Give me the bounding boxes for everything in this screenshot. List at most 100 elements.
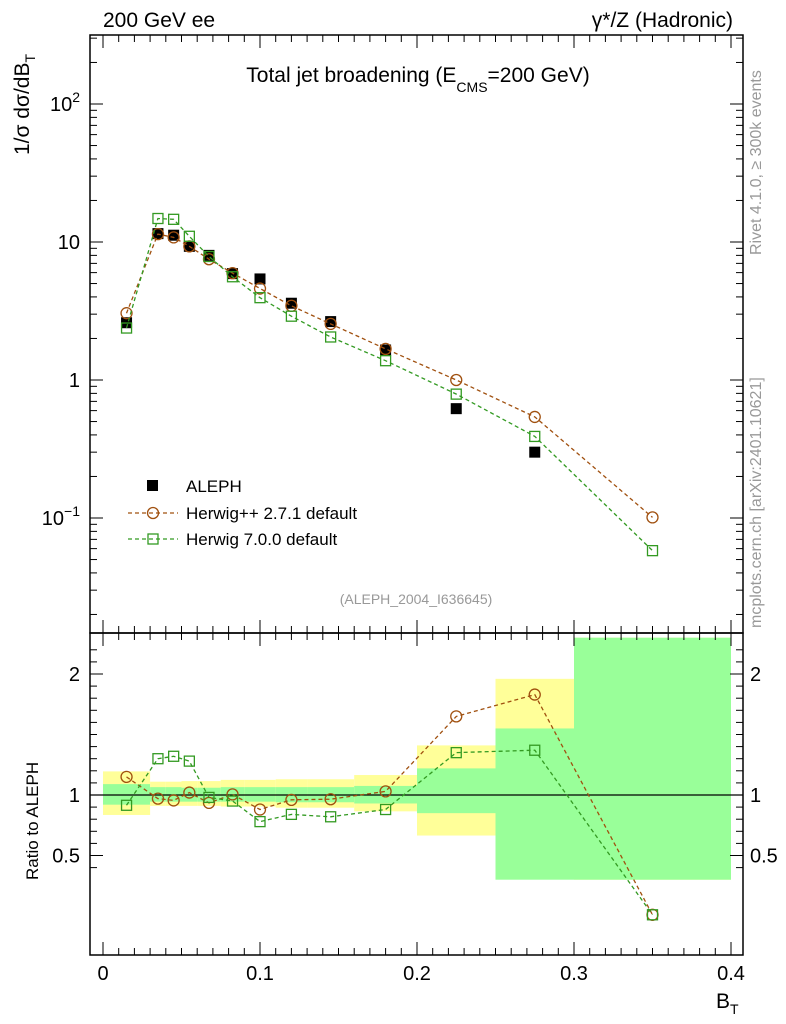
- x-axis-label: BT: [716, 990, 739, 1017]
- ratio-point-herwig7: [529, 744, 541, 756]
- data-point-aleph: [168, 229, 180, 241]
- ratio-y-axis-label: Ratio to ALEPH: [23, 762, 42, 880]
- header-left: 200 GeV ee: [103, 9, 215, 32]
- y-tick-label-base: 10: [42, 508, 64, 530]
- ratio-point-herwig7: [183, 755, 196, 767]
- ratio-point-herwig7: [379, 803, 392, 816]
- data-point-aleph: [450, 403, 462, 415]
- x-tick-label: 0.4: [717, 963, 745, 985]
- data-point-aleph: [380, 344, 392, 356]
- ratio-point-herwigpp: [183, 786, 196, 799]
- title-subscript: CMS: [456, 79, 487, 95]
- ratio-point-herwig7: [324, 811, 337, 823]
- x-tick-label: 0.3: [560, 963, 588, 985]
- y-tick-label-base: 10: [50, 94, 72, 116]
- ratio-axis-ticks: 0.5 0.5 1 1 2 2 0 0.1 0.2 0.3 0.4: [52, 633, 778, 985]
- data-point-herwig7: [379, 355, 392, 367]
- ratio-y-tick-label-left: 0.5: [52, 846, 80, 868]
- series-line-1: [125, 233, 653, 518]
- x-tick-label: 0.2: [403, 963, 431, 985]
- band-green: [103, 784, 151, 805]
- title-main-text: Total jet broadening (E: [246, 64, 456, 87]
- ratio-y-tick-label-left: 2: [69, 664, 80, 686]
- x-tick-label: 0.1: [246, 963, 274, 985]
- y-tick-label: 102: [50, 89, 80, 116]
- analysis-label: (ALEPH_2004_I636645): [340, 591, 493, 607]
- band-green: [150, 787, 166, 802]
- ratio-point-herwigpp: [167, 794, 180, 807]
- data-point-aleph: [254, 273, 266, 285]
- ratio-point-herwigpp: [226, 788, 239, 801]
- data-point-herwigpp: [151, 227, 165, 241]
- ratio-point-herwig7: [254, 815, 266, 828]
- data-point-herwig7: [183, 230, 196, 242]
- ratio-y-tick-label-left: 1: [69, 785, 80, 807]
- ratio-y-tick-label-right: 2: [750, 664, 761, 686]
- data-point-herwigpp: [120, 307, 133, 320]
- ratio-point-herwigpp: [379, 785, 392, 798]
- ratio-point-herwigpp: [253, 803, 267, 816]
- data-point-herwig7: [226, 271, 239, 283]
- x-axis-label-sub: T: [730, 1001, 739, 1017]
- data-point-herwig7: [646, 544, 659, 557]
- data-point-herwig7: [285, 310, 298, 322]
- y-axis-label-sub: T: [22, 54, 38, 63]
- data-point-herwigpp: [253, 282, 267, 295]
- data-point-herwigpp: [167, 231, 180, 244]
- ratio-point-herwigpp: [324, 793, 337, 806]
- data-point-herwigpp: [646, 511, 659, 524]
- data-point-herwig7: [152, 212, 164, 225]
- band-green: [220, 787, 245, 802]
- ratio-point-herwig7: [285, 808, 298, 821]
- band-green: [495, 728, 574, 880]
- y-tick-label: 10−1: [42, 503, 80, 530]
- main-title: Total jet broadening (ECMS=200 GeV): [246, 64, 589, 95]
- ratio-point-herwig7: [120, 799, 133, 811]
- y-tick-label-exp: 2: [72, 89, 80, 105]
- data-point-herwig7: [120, 322, 133, 334]
- ratio-point-herwig7: [646, 909, 659, 921]
- legend-marker-aleph: [147, 480, 158, 491]
- ratio-line-0: [126, 693, 654, 916]
- y-tick-label: 10: [58, 232, 80, 254]
- data-point-aleph: [285, 297, 297, 309]
- ratio-y-tick-label-right: 0.5: [750, 846, 778, 868]
- data-point-aleph: [325, 316, 337, 328]
- legend: ALEPH Herwig++ 2.7.1 default Herwig 7.0.…: [128, 477, 357, 549]
- data-point-aleph: [529, 446, 541, 458]
- legend-label-herwigpp: Herwig++ 2.7.1 default: [186, 504, 357, 523]
- ratio-point-herwigpp: [450, 710, 463, 723]
- title-rest-text: =200 GeV): [488, 64, 590, 87]
- legend-label-herwig7: Herwig 7.0.0 default: [186, 530, 337, 549]
- ratio-panel-frame: [89, 632, 744, 956]
- ratio-point-herwigpp: [528, 688, 541, 701]
- x-tick-label: 0: [97, 963, 108, 985]
- ratio-point-herwig7: [152, 753, 164, 765]
- main-y-axis-label: 1/σ dσ/dBT: [11, 54, 38, 155]
- main-series-group: [120, 212, 659, 557]
- ratio-point-herwig7: [167, 750, 180, 762]
- ratio-series-group: [120, 688, 659, 921]
- y-tick-label: 1: [69, 370, 80, 392]
- ratio-point-herwigpp: [120, 770, 133, 783]
- rivet-version-label: Rivet 4.1.0, ≥ 300k events: [748, 70, 765, 255]
- mcplots-label: mcplots.cern.ch [arXiv:2401.10621]: [748, 377, 765, 628]
- data-point-herwigpp: [528, 410, 541, 424]
- data-point-herwig7: [203, 250, 215, 263]
- data-point-herwig7: [254, 292, 266, 304]
- ratio-line-1: [125, 749, 654, 916]
- ratio-point-herwigpp: [285, 793, 298, 806]
- header-right: γ*/Z (Hadronic): [592, 9, 733, 32]
- ratio-uncertainty-bands: [103, 637, 731, 880]
- ratio-point-herwig7: [203, 791, 215, 804]
- ratio-y-tick-label-right: 1: [750, 785, 761, 807]
- data-point-herwigpp: [379, 342, 392, 356]
- band-green: [417, 768, 496, 814]
- band-green: [244, 787, 276, 802]
- series-line-2: [125, 217, 653, 552]
- data-point-herwig7: [324, 331, 337, 343]
- legend-marker-herwigpp: [146, 506, 160, 520]
- legend-label-aleph: ALEPH: [186, 477, 242, 496]
- y-tick-label-exp: −1: [64, 503, 80, 519]
